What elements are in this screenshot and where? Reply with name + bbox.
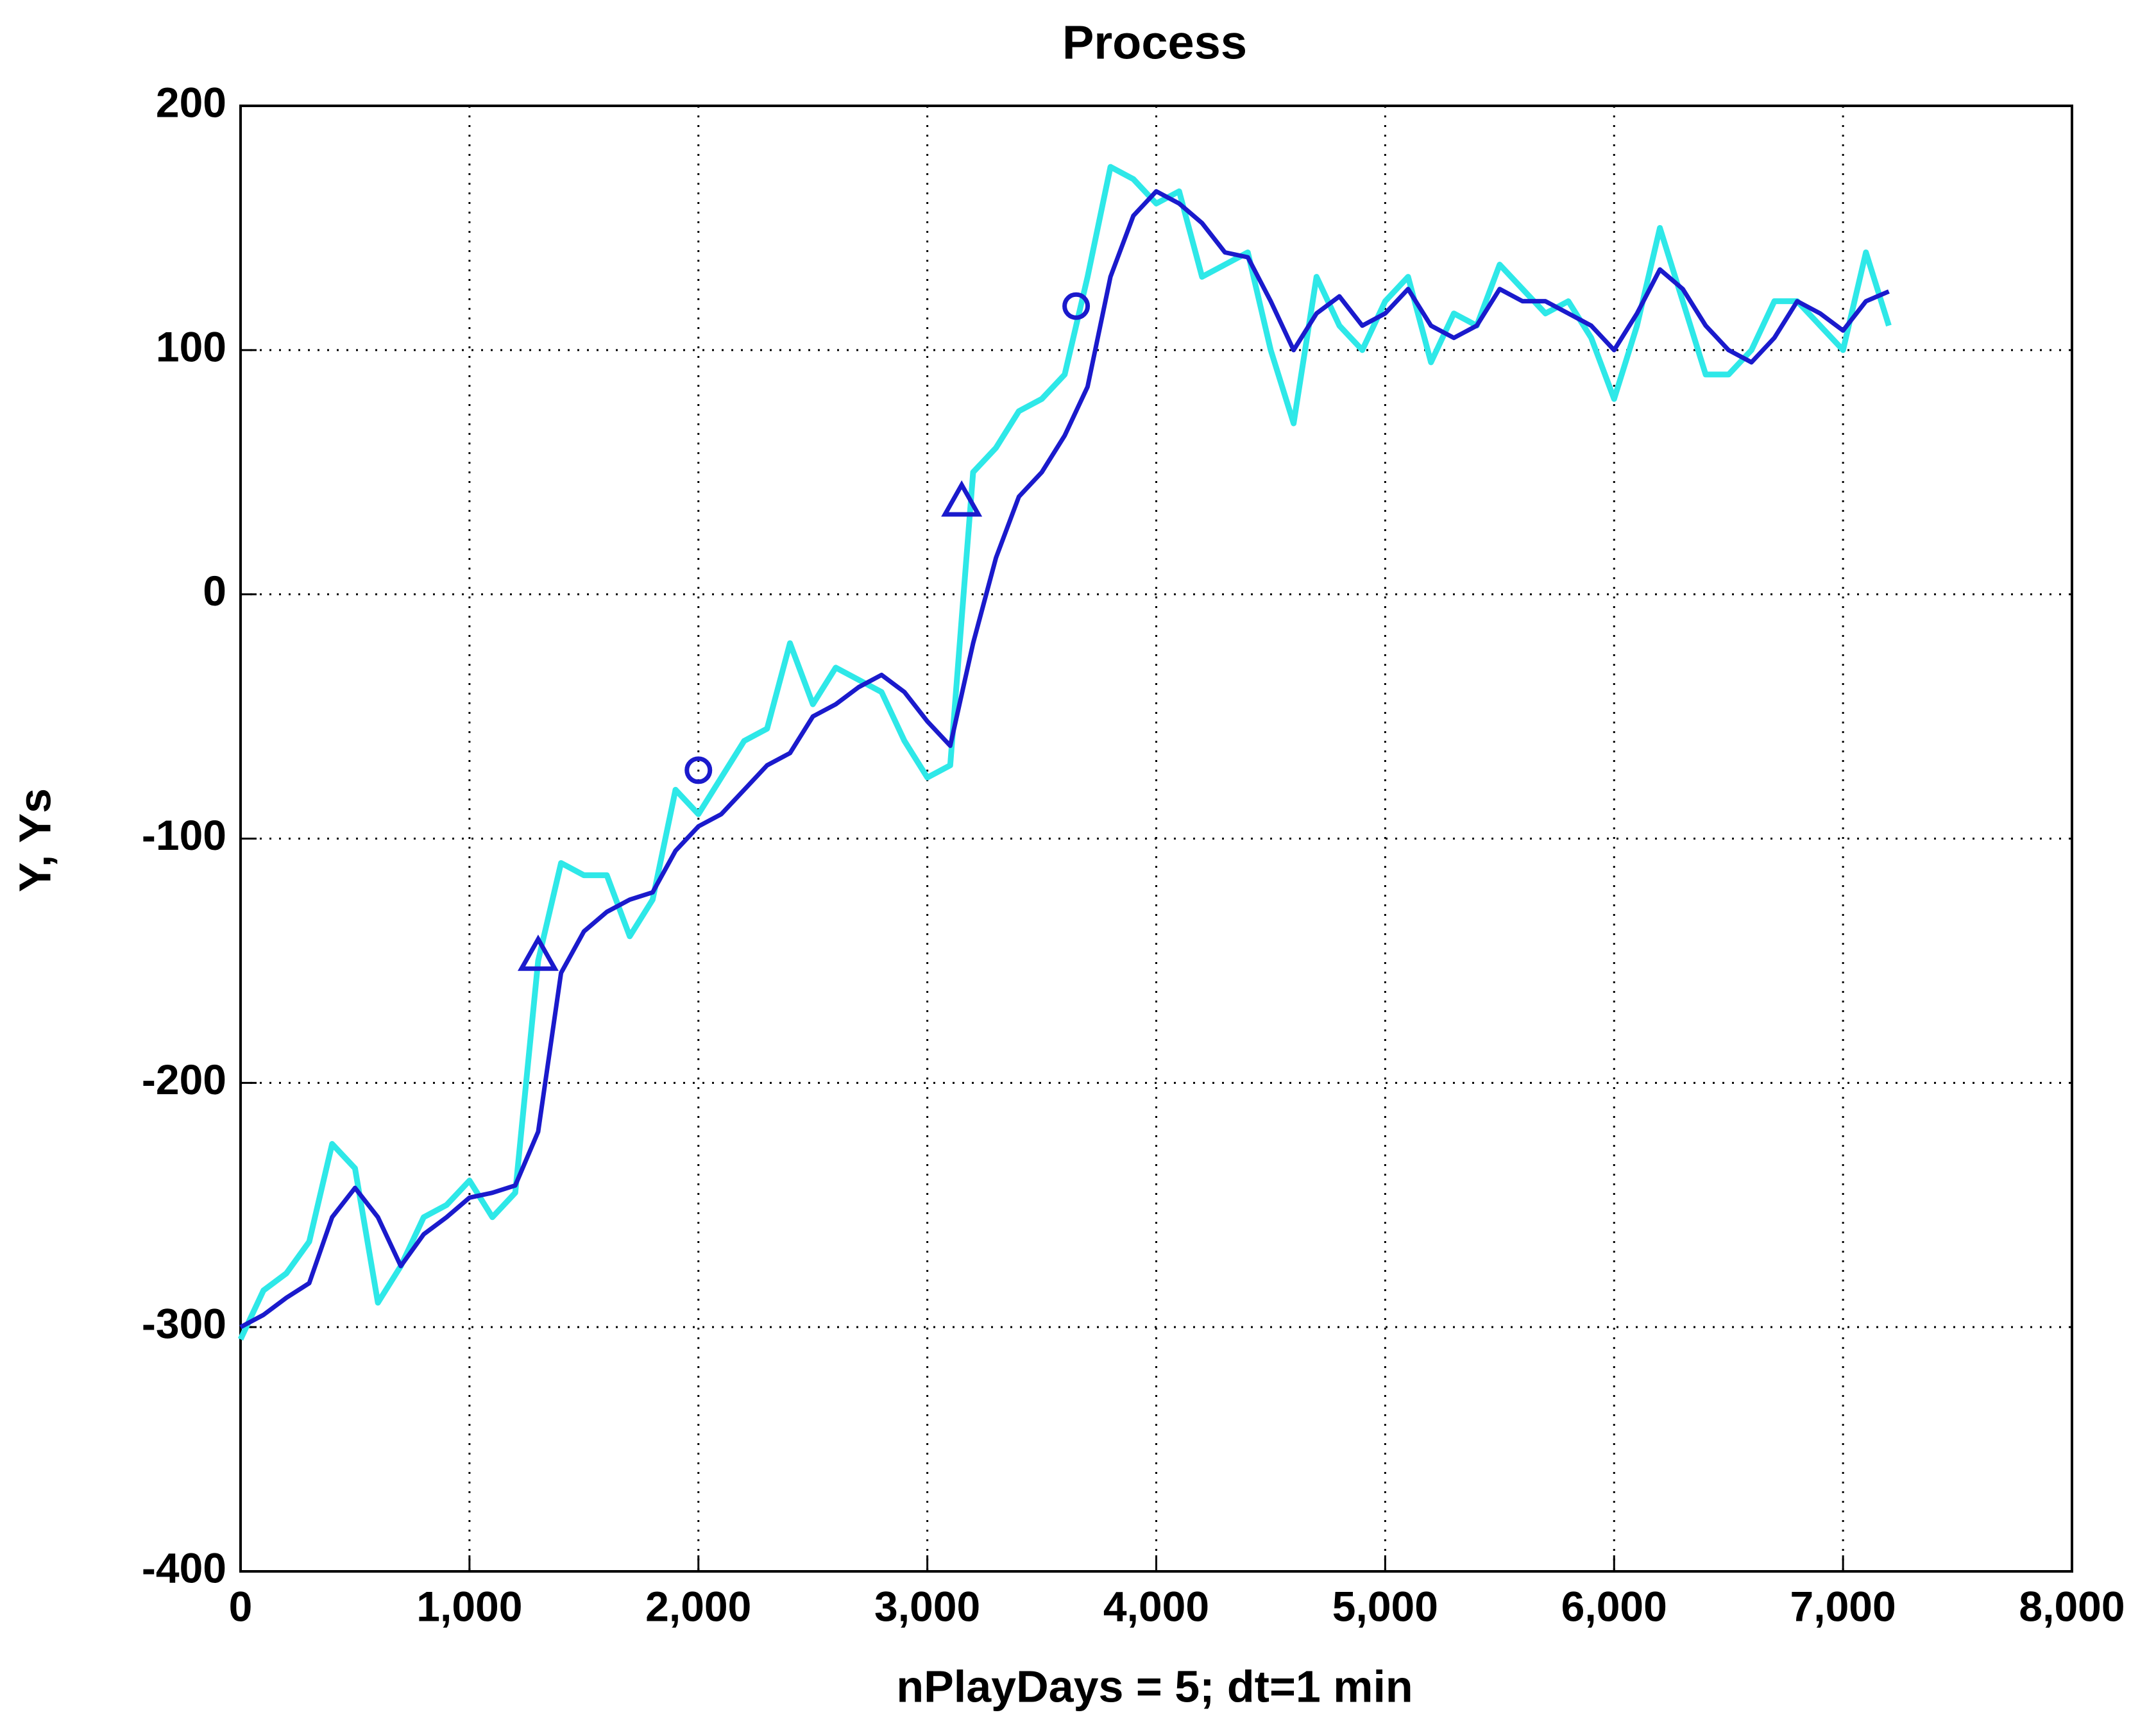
y-tick-label: -200 bbox=[142, 1056, 226, 1103]
x-tick-label: 7,000 bbox=[1790, 1582, 1896, 1630]
x-tick-label: 4,000 bbox=[1103, 1582, 1209, 1630]
circle-marker bbox=[1062, 292, 1091, 320]
y-tick-label: -400 bbox=[142, 1544, 226, 1591]
y-tick-label: 200 bbox=[156, 78, 226, 126]
x-tick-label: 1,000 bbox=[416, 1582, 522, 1630]
chart-title: Process bbox=[1062, 16, 1247, 69]
y-tick-label: 0 bbox=[203, 567, 226, 614]
x-tick-label: 2,000 bbox=[645, 1582, 751, 1630]
x-tick-label: 6,000 bbox=[1561, 1582, 1667, 1630]
x-tick-label: 3,000 bbox=[874, 1582, 980, 1630]
y-axis-label: Y, Ys bbox=[10, 788, 60, 892]
y-tick-label: -100 bbox=[142, 811, 226, 859]
x-tick-label: 5,000 bbox=[1332, 1582, 1438, 1630]
y-tick-label: 100 bbox=[156, 323, 226, 370]
triangle-marker bbox=[517, 934, 559, 971]
series-line bbox=[239, 189, 1890, 1330]
x-tick-label: 8,000 bbox=[2019, 1582, 2125, 1630]
triangle-marker bbox=[941, 480, 983, 517]
y-tick-label: -300 bbox=[142, 1300, 226, 1348]
series-line bbox=[237, 164, 1892, 1341]
circle-marker bbox=[684, 756, 713, 784]
x-axis-label: nPlayDays = 5; dt=1 min bbox=[896, 1661, 1413, 1711]
x-tick-label: 0 bbox=[229, 1582, 253, 1630]
